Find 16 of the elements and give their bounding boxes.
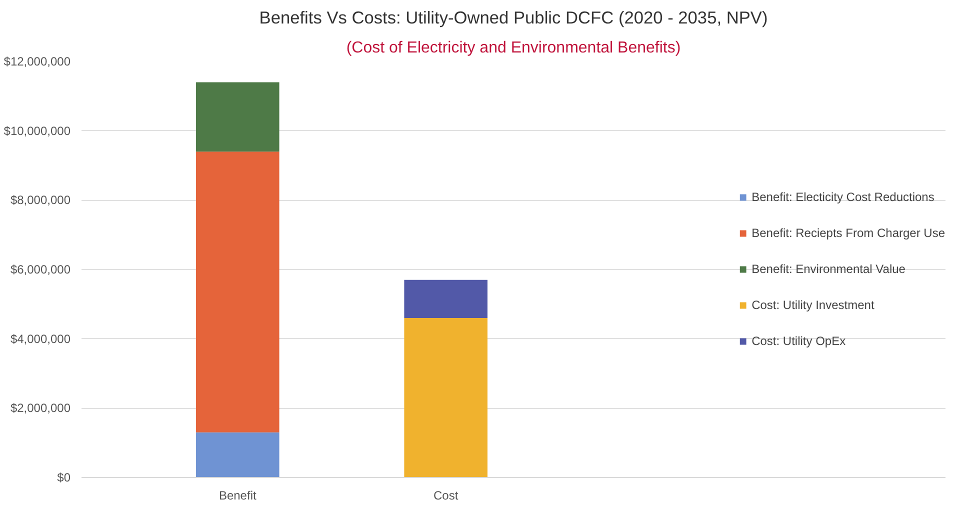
legend-label: Cost: Utility Investment — [752, 298, 874, 312]
y-tick-label: $8,000,000 — [10, 193, 71, 208]
y-tick-label: $10,000,000 — [4, 124, 71, 138]
x-tick-label: Cost — [434, 488, 459, 502]
legend-label: Benefit: Reciepts From Charger Use — [752, 226, 945, 240]
y-tick-label: $4,000,000 — [10, 332, 71, 346]
x-tick-label: Benefit — [218, 488, 257, 502]
chart-title: Benefits Vs Costs: Utility-Owned Public DCFC (2020 - 2035, NPV) — [259, 8, 768, 28]
y-tick-label: $0 — [57, 470, 71, 484]
legend-label: Benefit: Environmental Value — [752, 262, 906, 276]
y-tick-label: $12,000,000 — [4, 54, 71, 68]
chart-subtitle: (Cost of Electricity and Environmental Benefits) — [346, 40, 681, 56]
legend-label: Cost: Utility OpEx — [752, 334, 846, 348]
y-tick-label: $6,000,000 — [10, 262, 71, 276]
legend-label: Benefit: Electicity Cost Reductions — [752, 190, 934, 204]
y-tick-label: $2,000,000 — [10, 401, 71, 416]
